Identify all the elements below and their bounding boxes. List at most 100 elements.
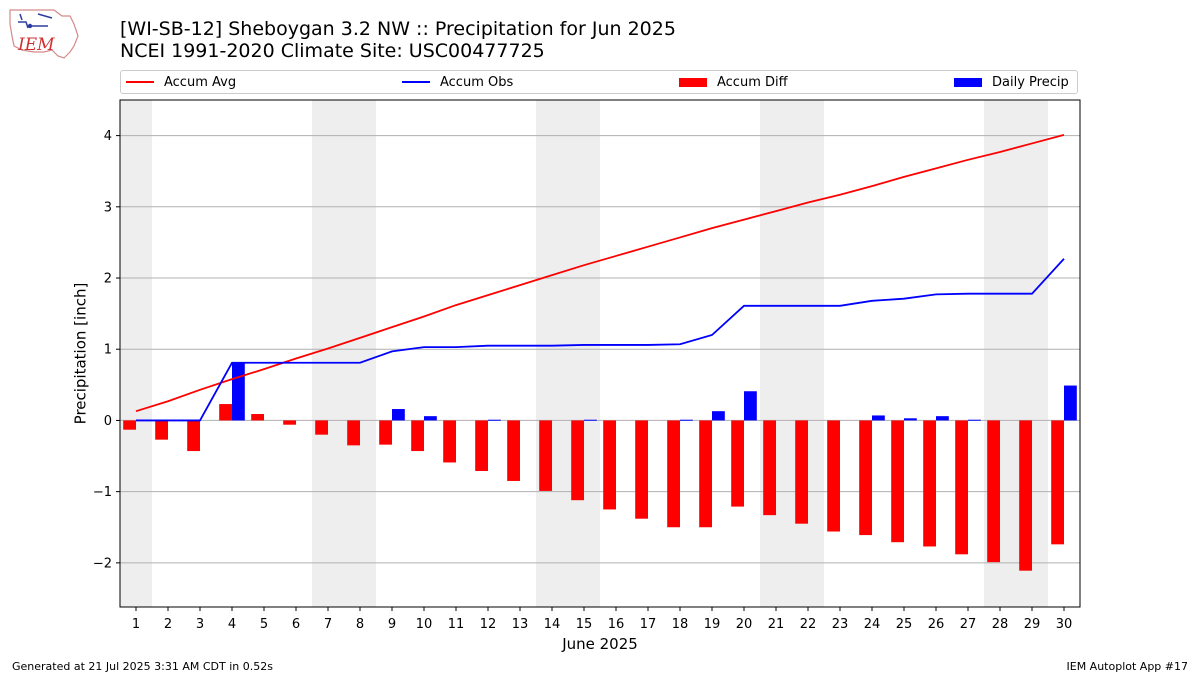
x-tick-label: 15 <box>576 617 593 632</box>
legend-label-daily-precip: Daily Precip <box>992 74 1069 90</box>
legend-item-accum-obs: Accum Obs <box>402 74 513 90</box>
weekend-band-14 <box>536 100 568 607</box>
x-tick-label: 21 <box>768 617 785 632</box>
accum-diff-bar <box>571 420 584 501</box>
weekend-band-8 <box>344 100 376 607</box>
daily-precip-bar <box>712 411 725 421</box>
accum-diff-bar <box>315 420 328 435</box>
weekend-band-15 <box>568 100 600 607</box>
accum-diff-bar <box>699 420 712 528</box>
daily-precip-bar <box>872 415 885 421</box>
accum-diff-bar <box>123 420 136 430</box>
series-lines <box>135 134 1065 422</box>
x-tick-label: 20 <box>736 617 753 632</box>
y-ticks: −2 −1 0 1 2 3 4 <box>93 129 120 571</box>
x-tick-label: 9 <box>388 617 396 632</box>
app-label: IEM Autoplot App #17 <box>1066 660 1189 673</box>
x-tick-label: 8 <box>356 617 364 632</box>
x-tick-label: 19 <box>704 617 721 632</box>
daily-precip-bar <box>968 419 981 421</box>
accum-diff-bar <box>443 420 456 463</box>
x-tick-label: 18 <box>672 617 689 632</box>
weekend-band-22 <box>792 100 824 607</box>
y-tick-label: 2 <box>104 272 112 287</box>
accum-diff-bar <box>187 420 200 452</box>
legend-swatch-accum-obs <box>402 81 430 83</box>
x-tick-label: 2 <box>164 617 172 632</box>
x-ticks: 1 2 3 4 5 6 7 8 9 10 11 12 13 14 15 16 17 18 19 20 21 22 23 24 2… <box>132 607 1072 632</box>
x-tick-label: 5 <box>260 617 268 632</box>
accum-diff-bar <box>731 420 744 507</box>
x-tick-label: 29 <box>1024 617 1041 632</box>
legend-label-accum-obs: Accum Obs <box>440 74 514 90</box>
x-tick-label: 1 <box>132 617 140 632</box>
x-tick-label: 30 <box>1056 617 1073 632</box>
y-tick-label: −1 <box>93 485 112 500</box>
x-tick-label: 4 <box>228 617 236 632</box>
legend: Accum Avg Accum Obs Accum Diff Daily Pre… <box>120 70 1078 94</box>
chart-title: [WI-SB-12] Sheboygan 3.2 NW :: Precipita… <box>120 18 676 40</box>
logo-text: IEM <box>17 35 55 55</box>
x-tick-label: 13 <box>512 617 529 632</box>
x-tick-label: 6 <box>292 617 300 632</box>
accum-diff-bar <box>219 404 232 421</box>
x-tick-label: 11 <box>448 617 465 632</box>
x-tick-label: 27 <box>960 617 977 632</box>
accum-diff-bar <box>955 420 968 555</box>
accum-avg-line <box>135 134 1065 413</box>
accum-diff-bar <box>1019 420 1032 571</box>
y-tick-label: 0 <box>104 414 112 429</box>
accum-diff-bar <box>987 420 1000 563</box>
accum-diff-bar <box>539 420 552 491</box>
accum-diff-bar <box>411 420 424 452</box>
legend-label-accum-avg: Accum Avg <box>164 74 237 90</box>
accum-diff-bar <box>283 420 296 425</box>
y-tick-label: −2 <box>93 556 112 571</box>
x-tick-label: 17 <box>640 617 657 632</box>
daily-precip-bar <box>904 418 917 421</box>
legend-swatch-accum-avg <box>126 81 154 83</box>
accum-diff-bar <box>923 420 936 547</box>
accum-diff-bar <box>891 420 904 543</box>
accum-diff-bar <box>507 420 520 481</box>
daily-precip-bar <box>392 409 405 421</box>
bars <box>123 362 1077 571</box>
x-tick-label: 14 <box>544 617 561 632</box>
x-tick-label: 3 <box>196 617 204 632</box>
daily-precip-bar <box>936 416 949 421</box>
y-tick-label: 4 <box>104 129 112 144</box>
weekend-band-7 <box>312 100 344 607</box>
x-tick-label: 28 <box>992 617 1009 632</box>
legend-label-accum-diff: Accum Diff <box>717 74 788 90</box>
grid-lines <box>120 135 1080 564</box>
y-axis-label: Precipitation [inch] <box>71 283 89 425</box>
daily-precip-bar <box>680 419 693 421</box>
daily-precip-bar <box>424 416 437 421</box>
accum-diff-bar <box>379 420 392 445</box>
accum-diff-bar <box>635 420 648 519</box>
accum-diff-bar <box>859 420 872 536</box>
x-tick-label: 22 <box>800 617 817 632</box>
accum-diff-bar <box>347 420 360 446</box>
accum-diff-bar <box>155 420 168 440</box>
daily-precip-bar <box>232 362 245 421</box>
daily-precip-bar <box>1064 385 1077 421</box>
x-tick-label: 23 <box>832 617 849 632</box>
accum-diff-bar <box>1051 420 1064 545</box>
iem-logo: IEM <box>9 9 79 59</box>
accum-diff-bar <box>667 420 680 528</box>
x-tick-label: 16 <box>608 617 625 632</box>
legend-swatch-daily-precip <box>954 77 982 87</box>
legend-item-daily-precip: Daily Precip <box>954 74 1069 90</box>
y-tick-label: 3 <box>104 200 112 215</box>
accum-diff-bar <box>795 420 808 524</box>
x-tick-label: 7 <box>324 617 332 632</box>
legend-item-accum-avg: Accum Avg <box>126 74 236 90</box>
x-tick-label: 12 <box>480 617 497 632</box>
plot-frame <box>119 99 1081 608</box>
legend-swatch-accum-diff <box>679 77 707 87</box>
accum-diff-bar <box>763 420 776 516</box>
legend-item-accum-diff: Accum Diff <box>679 74 788 90</box>
daily-precip-bar <box>584 419 597 421</box>
